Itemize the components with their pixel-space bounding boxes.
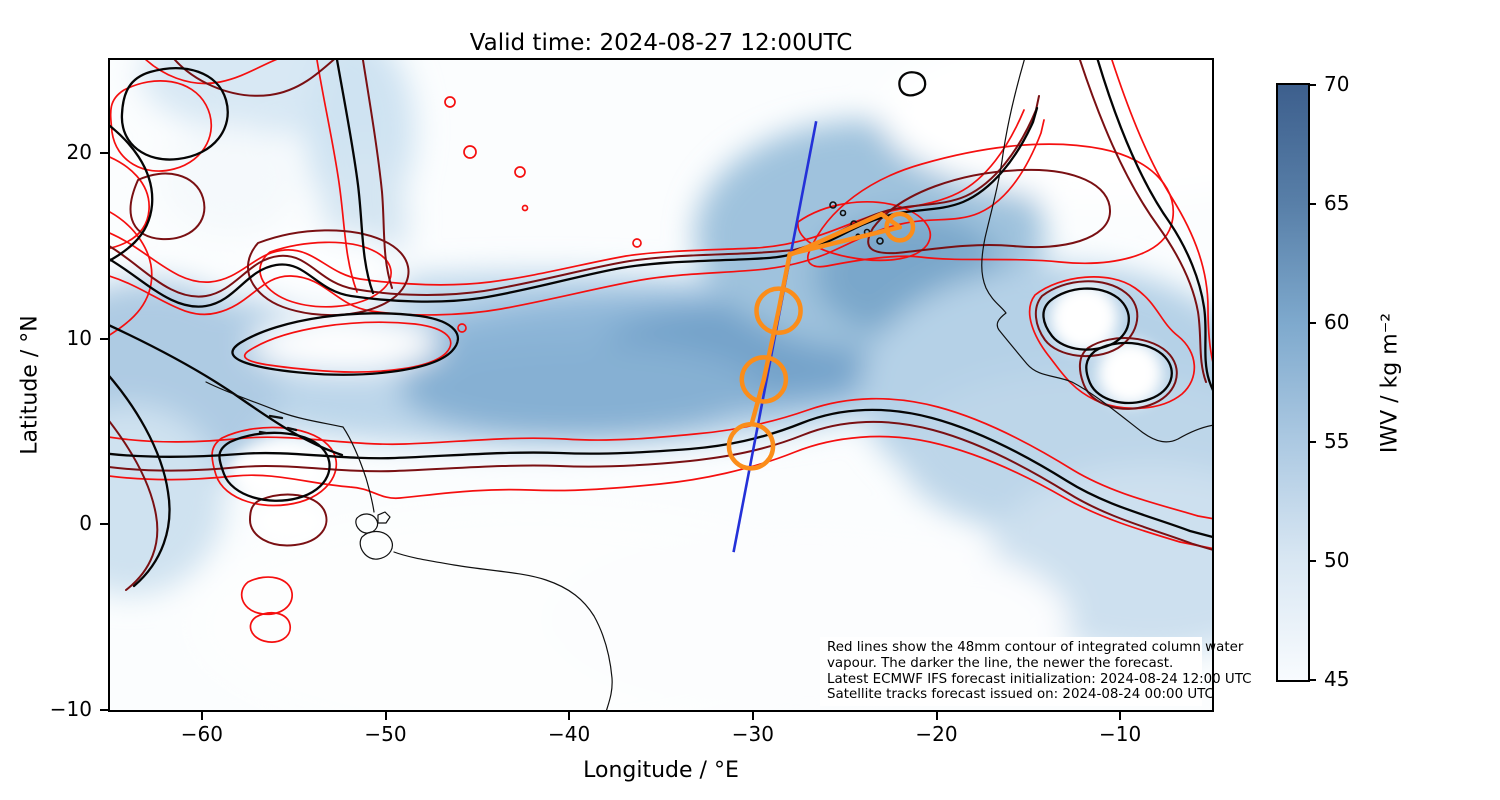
y-tick-mark <box>100 523 108 526</box>
colorbar-tick-mark <box>1308 203 1316 205</box>
x-tick-label: −60 <box>180 722 223 746</box>
coastlines <box>205 60 1212 710</box>
colorbar-tick-mark <box>1308 679 1316 681</box>
satellite-overpass-circle <box>739 355 789 404</box>
x-tick-label: −20 <box>915 722 958 746</box>
x-tick-mark <box>1119 712 1122 720</box>
annotation-line-3: Latest ECMWF IFS forecast initialization… <box>827 671 1252 687</box>
y-tick-mark <box>100 709 108 711</box>
x-tick-mark <box>935 712 938 720</box>
y-tick-mark <box>100 151 108 154</box>
plot-title: Valid time: 2024-08-27 12:00UTC <box>469 30 853 56</box>
x-tick-label: −10 <box>1099 722 1142 746</box>
x-tick-label: −50 <box>364 722 407 746</box>
x-tick-mark <box>200 712 203 720</box>
coastline-south-america <box>205 381 375 513</box>
colorbar-tick-label: 55 <box>1324 429 1350 453</box>
annotation-line-1: Red lines show the 48mm contour of integ… <box>827 640 1244 655</box>
y-tick-label: −10 <box>49 697 92 721</box>
colorbar-tick-mark <box>1308 84 1316 86</box>
forecast-annotation-box: Red lines show the 48mm contour of integ… <box>820 637 1252 707</box>
y-tick-label: 10 <box>66 325 92 350</box>
satellite-track-line <box>749 211 903 426</box>
dry-holes <box>230 284 1162 541</box>
colorbar-tick-label: 50 <box>1324 548 1350 572</box>
colorbar-label: IWV / kg m⁻² <box>1377 312 1403 454</box>
x-tick-mark <box>568 712 571 720</box>
colorbar-tick-mark <box>1308 560 1316 562</box>
x-tick-label: −40 <box>548 722 591 746</box>
annotation-line-4: Satellite tracks forecast issued on: 202… <box>827 687 1214 703</box>
x-tick-mark <box>751 712 754 720</box>
colorbar-tick-label: 60 <box>1324 310 1350 334</box>
y-tick-label: 20 <box>66 139 92 164</box>
x-tick-mark <box>384 712 387 720</box>
colorbar-tick-mark <box>1308 441 1316 443</box>
annotation-line-2: vapour. The darker the line, the newer t… <box>827 655 1174 671</box>
colorbar-tick-mark <box>1308 322 1316 324</box>
colorbar-tick-label: 70 <box>1324 72 1350 96</box>
satellite-overpass-circle <box>884 211 916 243</box>
y-tick-label: 0 <box>79 511 92 536</box>
colorbar-tick-label: 65 <box>1324 191 1350 215</box>
colorbar <box>1276 83 1310 682</box>
contour-newer-forecast <box>110 60 1212 591</box>
x-tick-label: −30 <box>731 722 774 746</box>
satellite-overpass-circle <box>754 286 803 336</box>
x-axis-label: Longitude / °E <box>583 758 739 783</box>
map-plot <box>110 60 1212 710</box>
contour-newest-forecast-black <box>110 60 1212 588</box>
satellite-track-layer <box>726 121 916 553</box>
y-tick-mark <box>100 337 108 340</box>
satellite-track-return-line <box>787 224 903 257</box>
satellite-overpass-circle <box>726 421 776 471</box>
coastline-africa <box>981 60 1212 443</box>
colorbar-tick-label: 45 <box>1324 667 1350 691</box>
